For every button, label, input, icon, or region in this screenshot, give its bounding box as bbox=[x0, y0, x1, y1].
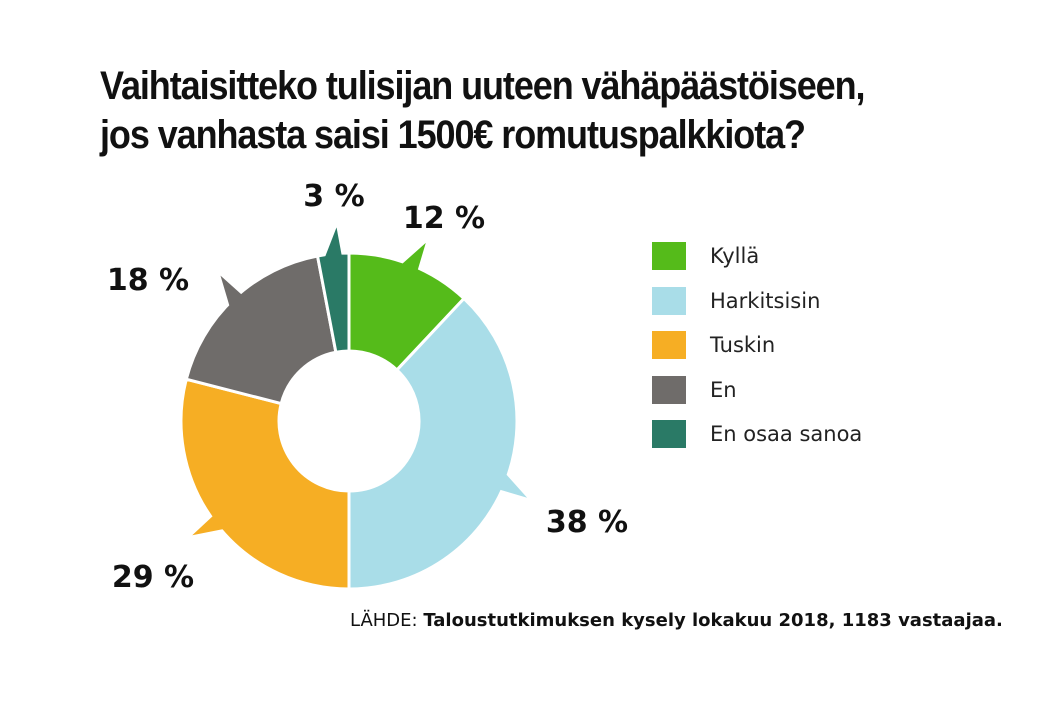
chart-title: Vaihtaisitteko tulisijan uuteen vähäpääs… bbox=[100, 62, 910, 160]
callout-pointer-tuskin bbox=[192, 516, 224, 536]
legend-swatch-harkitsisin bbox=[652, 286, 686, 315]
legend-swatch-tuskin bbox=[652, 331, 686, 360]
legend: Kyllä Harkitsisin Tuskin En En osaa sano… bbox=[652, 234, 862, 457]
data-label-kylla: 12 % bbox=[403, 201, 485, 236]
legend-label-en: En bbox=[710, 377, 737, 402]
callout-pointer-en bbox=[220, 275, 242, 306]
legend-item-en: En bbox=[652, 368, 862, 413]
chart-title-line-1: Vaihtaisitteko tulisijan uuteen vähäpääs… bbox=[100, 64, 866, 108]
legend-label-en-osaa-sanoa: En osaa sanoa bbox=[710, 422, 863, 447]
legend-item-en-osaa-sanoa: En osaa sanoa bbox=[652, 412, 862, 457]
source-note: LÄHDE: Taloustutkimuksen kysely lokakuu … bbox=[350, 610, 1003, 631]
data-label-en-osaa-sanoa: 3 % bbox=[303, 179, 364, 214]
legend-swatch-kylla bbox=[652, 242, 686, 271]
callout-pointer-harkitsisin bbox=[500, 474, 528, 498]
callout-pointer-en-osaa-sanoa bbox=[325, 227, 342, 257]
chart-title-line-2: jos vanhasta saisi 1500€ romutuspalkkiot… bbox=[100, 113, 806, 157]
donut-slice-tuskin bbox=[179, 377, 351, 591]
legend-swatch-en bbox=[652, 375, 686, 404]
callout-pointer-kylla bbox=[402, 242, 426, 270]
legend-item-kylla: Kyllä bbox=[652, 234, 862, 279]
legend-label-harkitsisin: Harkitsisin bbox=[710, 288, 821, 313]
source-prefix: LÄHDE: bbox=[350, 610, 424, 631]
donut-slice-en bbox=[184, 254, 338, 406]
legend-item-tuskin: Tuskin bbox=[652, 323, 862, 368]
source-text: Taloustutkimuksen kysely lokakuu 2018, 1… bbox=[423, 610, 1003, 631]
legend-label-kylla: Kyllä bbox=[710, 244, 760, 269]
legend-label-tuskin: Tuskin bbox=[710, 333, 776, 358]
legend-swatch-en-osaa-sanoa bbox=[652, 420, 686, 449]
data-label-en: 18 % bbox=[107, 263, 189, 298]
legend-item-harkitsisin: Harkitsisin bbox=[652, 279, 862, 324]
data-label-tuskin: 29 % bbox=[112, 560, 194, 595]
data-label-harkitsisin: 38 % bbox=[546, 505, 628, 540]
donut-slice-harkitsisin bbox=[347, 296, 519, 591]
